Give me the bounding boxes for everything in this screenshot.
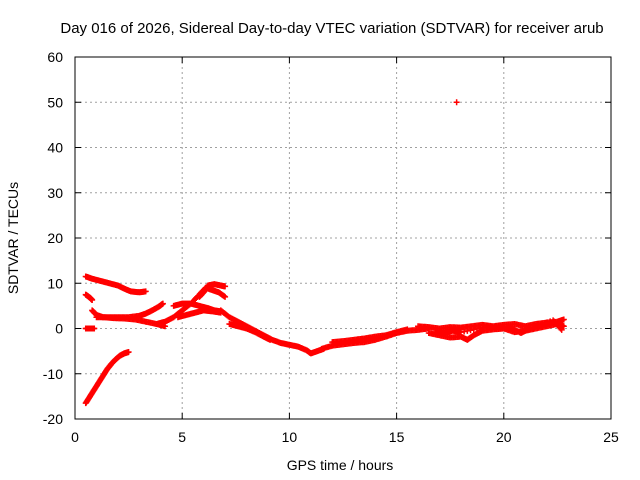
x-tick-label: 20 xyxy=(496,429,512,445)
series-arc-morning-peak xyxy=(196,281,229,300)
data-point xyxy=(453,99,460,106)
y-tick-label: 60 xyxy=(47,49,63,65)
x-axis-label: GPS time / hours xyxy=(287,457,394,473)
series-arc-descending-midday xyxy=(217,307,327,357)
y-tick-label: 40 xyxy=(47,140,63,156)
data-point xyxy=(544,319,551,326)
data-point xyxy=(558,326,565,333)
data-point xyxy=(222,283,229,290)
x-tick-label: 0 xyxy=(71,429,79,445)
y-tick-label: 10 xyxy=(47,275,63,291)
data-point xyxy=(532,323,539,330)
data-point xyxy=(535,322,542,329)
data-point xyxy=(267,336,274,343)
data-point xyxy=(557,325,564,332)
data-point xyxy=(541,320,548,327)
data-point xyxy=(560,323,567,330)
series-arc-morning-low xyxy=(174,307,224,321)
grid-lines xyxy=(75,57,611,419)
series-arc-near-zero-start xyxy=(82,325,98,332)
data-point xyxy=(91,325,98,332)
x-tick-label: 25 xyxy=(603,429,619,445)
data-point xyxy=(125,349,132,356)
data-point xyxy=(89,296,96,303)
x-tick-label: 5 xyxy=(178,429,186,445)
series-arc-upper-decreasing xyxy=(82,273,149,296)
series-arc-flat-two xyxy=(93,300,166,321)
series-arc-afternoon-lower xyxy=(329,326,411,346)
data-point xyxy=(538,321,545,328)
chart-title: Day 016 of 2026, Sidereal Day-to-day VTE… xyxy=(60,20,603,37)
series-arc-evening-dips xyxy=(432,317,565,337)
y-tick-label: -10 xyxy=(43,366,63,382)
y-tick-label: 0 xyxy=(55,321,63,337)
y-axis-label: SDTVAR / TECUs xyxy=(5,182,21,294)
y-tick-label: 20 xyxy=(47,230,63,246)
x-tick-label: 10 xyxy=(282,429,298,445)
plot-frame xyxy=(74,56,612,420)
data-point xyxy=(529,324,536,331)
data-point xyxy=(404,326,411,333)
x-tick-label: 15 xyxy=(389,429,405,445)
series-arc-small-upper xyxy=(82,291,96,303)
data-point xyxy=(142,288,149,295)
data-points xyxy=(82,99,567,407)
series-arc-rising-from-negative xyxy=(82,349,132,407)
data-point xyxy=(159,300,166,307)
y-tick-label: -20 xyxy=(43,411,63,427)
data-point xyxy=(560,316,567,323)
data-point xyxy=(222,293,229,300)
series-arc-midday-upper xyxy=(226,320,274,343)
data-point xyxy=(526,325,533,332)
y-tick-label: 50 xyxy=(47,94,63,110)
y-tick-label: 30 xyxy=(47,185,63,201)
series-outlier xyxy=(453,99,460,106)
axis-ticks: 0 5 10 15 20 25 -20 -10 0 10 20 30 40 50 60 xyxy=(43,49,619,445)
